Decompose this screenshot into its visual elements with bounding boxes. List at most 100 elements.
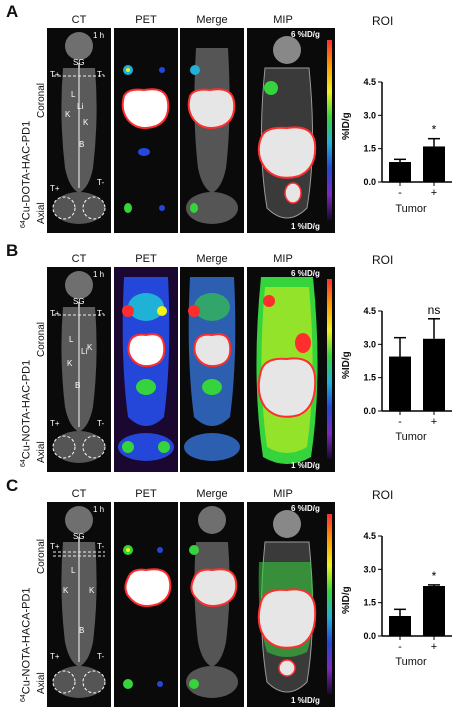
coronal-label: Coronal <box>36 538 47 574</box>
y-tick-label: 1.5 <box>363 373 376 383</box>
panel-b: B 64Cu-NOTA-HAC-PD1 CT PET Merge MIP Cor… <box>0 239 473 478</box>
axial-tplus-label: T+ <box>50 184 60 193</box>
axial-tminus-label: T- <box>97 419 105 428</box>
mip-image: 6 %ID/g 1 %ID/g <box>247 267 335 472</box>
kidney-left-label: K <box>67 359 73 368</box>
panel-letter: A <box>6 2 19 21</box>
col-header-merge: Merge <box>196 253 228 265</box>
kidney-left-label: K <box>65 110 71 119</box>
x-tick-label: + <box>431 416 437 428</box>
y-tick-label: 0.0 <box>363 631 376 641</box>
x-axis-label: Tumor <box>395 656 427 668</box>
scale-min-label: 1 %ID/g <box>291 222 320 231</box>
tracer-name: 64Cu-NOTA-HAC-PD1 <box>20 360 33 467</box>
col-header-merge: Merge <box>196 488 228 500</box>
ct-image: 1 h SG T+ T- L Li K K B T+ T- <box>47 28 111 233</box>
tminus-label: T- <box>97 70 105 79</box>
sg-label: SG <box>73 58 85 67</box>
tracer-isotope: 64 <box>20 220 27 228</box>
panel-a: A 64Cu-DOTA-HAC-PD1 CT PET Merge MIP Cor… <box>0 0 473 239</box>
roi-title: ROI <box>372 488 394 502</box>
merge-drawing <box>186 506 238 698</box>
lung-label: Li <box>81 347 88 356</box>
colorbar <box>327 514 332 694</box>
roi-bar-chart: 0.0 1.5 3.0 4.5 - + ns <box>363 303 452 428</box>
colorbar <box>327 279 332 459</box>
roi-title: ROI <box>372 253 394 267</box>
merge-image <box>180 28 244 233</box>
lung-label: Li <box>77 102 84 111</box>
mip-drawing <box>257 36 317 219</box>
liver-label: L <box>69 335 74 344</box>
axial-tplus-label: T+ <box>50 419 60 428</box>
x-axis-label: Tumor <box>395 203 427 215</box>
ct-image: 1 h SG T+ T- L Li K K B T+ T- <box>47 267 111 472</box>
col-header-mip: MIP <box>273 14 293 26</box>
axial-tminus-label: T- <box>97 178 105 187</box>
x-tick-label: + <box>431 641 437 653</box>
col-header-pet: PET <box>135 14 157 26</box>
tracer-name: 64Cu-NOTA-HACA-PD1 <box>20 587 33 702</box>
coronal-label: Coronal <box>36 82 47 118</box>
axial-label: Axial <box>36 441 47 463</box>
axial-label: Axial <box>36 202 47 224</box>
significance-label: * <box>432 569 437 583</box>
tracer-isotope: 64 <box>20 694 27 702</box>
merge-image <box>180 502 244 707</box>
liver-label: L <box>71 90 76 99</box>
bar <box>423 586 445 636</box>
axial-label: Axial <box>36 672 47 694</box>
y-tick-label: 4.5 <box>363 306 376 316</box>
time-label: 1 h <box>93 505 105 514</box>
axial-tplus-label: T+ <box>50 652 60 661</box>
x-tick-label: - <box>398 187 402 199</box>
scale-max-label: 6 %ID/g <box>291 504 320 513</box>
x-tick-label: + <box>431 187 437 199</box>
tracer-label: Cu-DOTA-HAC-PD1 <box>20 120 33 221</box>
scale-max-label: 6 %ID/g <box>291 269 320 278</box>
time-label: 1 h <box>93 270 105 279</box>
bladder-label: B <box>79 140 85 149</box>
tminus-label: T- <box>97 542 105 551</box>
y-tick-label: 4.5 <box>363 531 376 541</box>
y-tick-label: 3.0 <box>363 110 376 120</box>
y-tick-label: 1.5 <box>363 144 376 154</box>
ct-image: 1 h SG T+ T- L K K B T+ T- <box>47 502 111 707</box>
bar <box>423 146 445 182</box>
mip-drawing <box>257 510 317 693</box>
tracer-label: Cu-NOTA-HAC-PD1 <box>20 359 33 460</box>
mip-image: 6 %ID/g 1 %ID/g <box>247 28 335 233</box>
col-header-mip: MIP <box>273 253 293 265</box>
roi-bar-chart: 0.0 1.5 3.0 4.5 - + * <box>363 531 452 653</box>
pet-image <box>114 28 178 233</box>
bar <box>389 356 411 411</box>
colorbar <box>327 40 332 220</box>
col-header-mip: MIP <box>273 488 293 500</box>
tplus-label: T+ <box>50 542 60 551</box>
scale-min-label: 1 %ID/g <box>291 461 320 470</box>
col-header-ct: CT <box>71 488 87 500</box>
coronal-label: Coronal <box>36 321 47 357</box>
y-tick-label: 1.5 <box>363 598 376 608</box>
y-tick-label: 0.0 <box>363 406 376 416</box>
col-header-ct: CT <box>71 14 87 26</box>
merge-image <box>180 267 244 472</box>
panel-letter: C <box>6 476 19 495</box>
tracer-isotope: 64 <box>20 459 27 467</box>
pet-image <box>114 267 178 472</box>
tplus-label: T+ <box>50 70 60 79</box>
tracer-label: Cu-NOTA-HACA-PD1 <box>20 587 33 695</box>
y-tick-label: 3.0 <box>363 339 376 349</box>
scale-max-label: 6 %ID/g <box>291 30 320 39</box>
bar <box>423 338 445 411</box>
axial-tminus-label: T- <box>97 652 105 661</box>
significance-label: ns <box>428 303 441 317</box>
x-axis-label: Tumor <box>395 431 427 443</box>
col-header-merge: Merge <box>196 14 228 26</box>
scale-min-label: 1 %ID/g <box>291 696 320 705</box>
sg-label: SG <box>73 532 85 541</box>
y-axis-label: %ID/g <box>341 586 352 614</box>
col-header-pet: PET <box>135 253 157 265</box>
kidney-right-label: K <box>89 586 95 595</box>
x-tick-label: - <box>398 416 402 428</box>
